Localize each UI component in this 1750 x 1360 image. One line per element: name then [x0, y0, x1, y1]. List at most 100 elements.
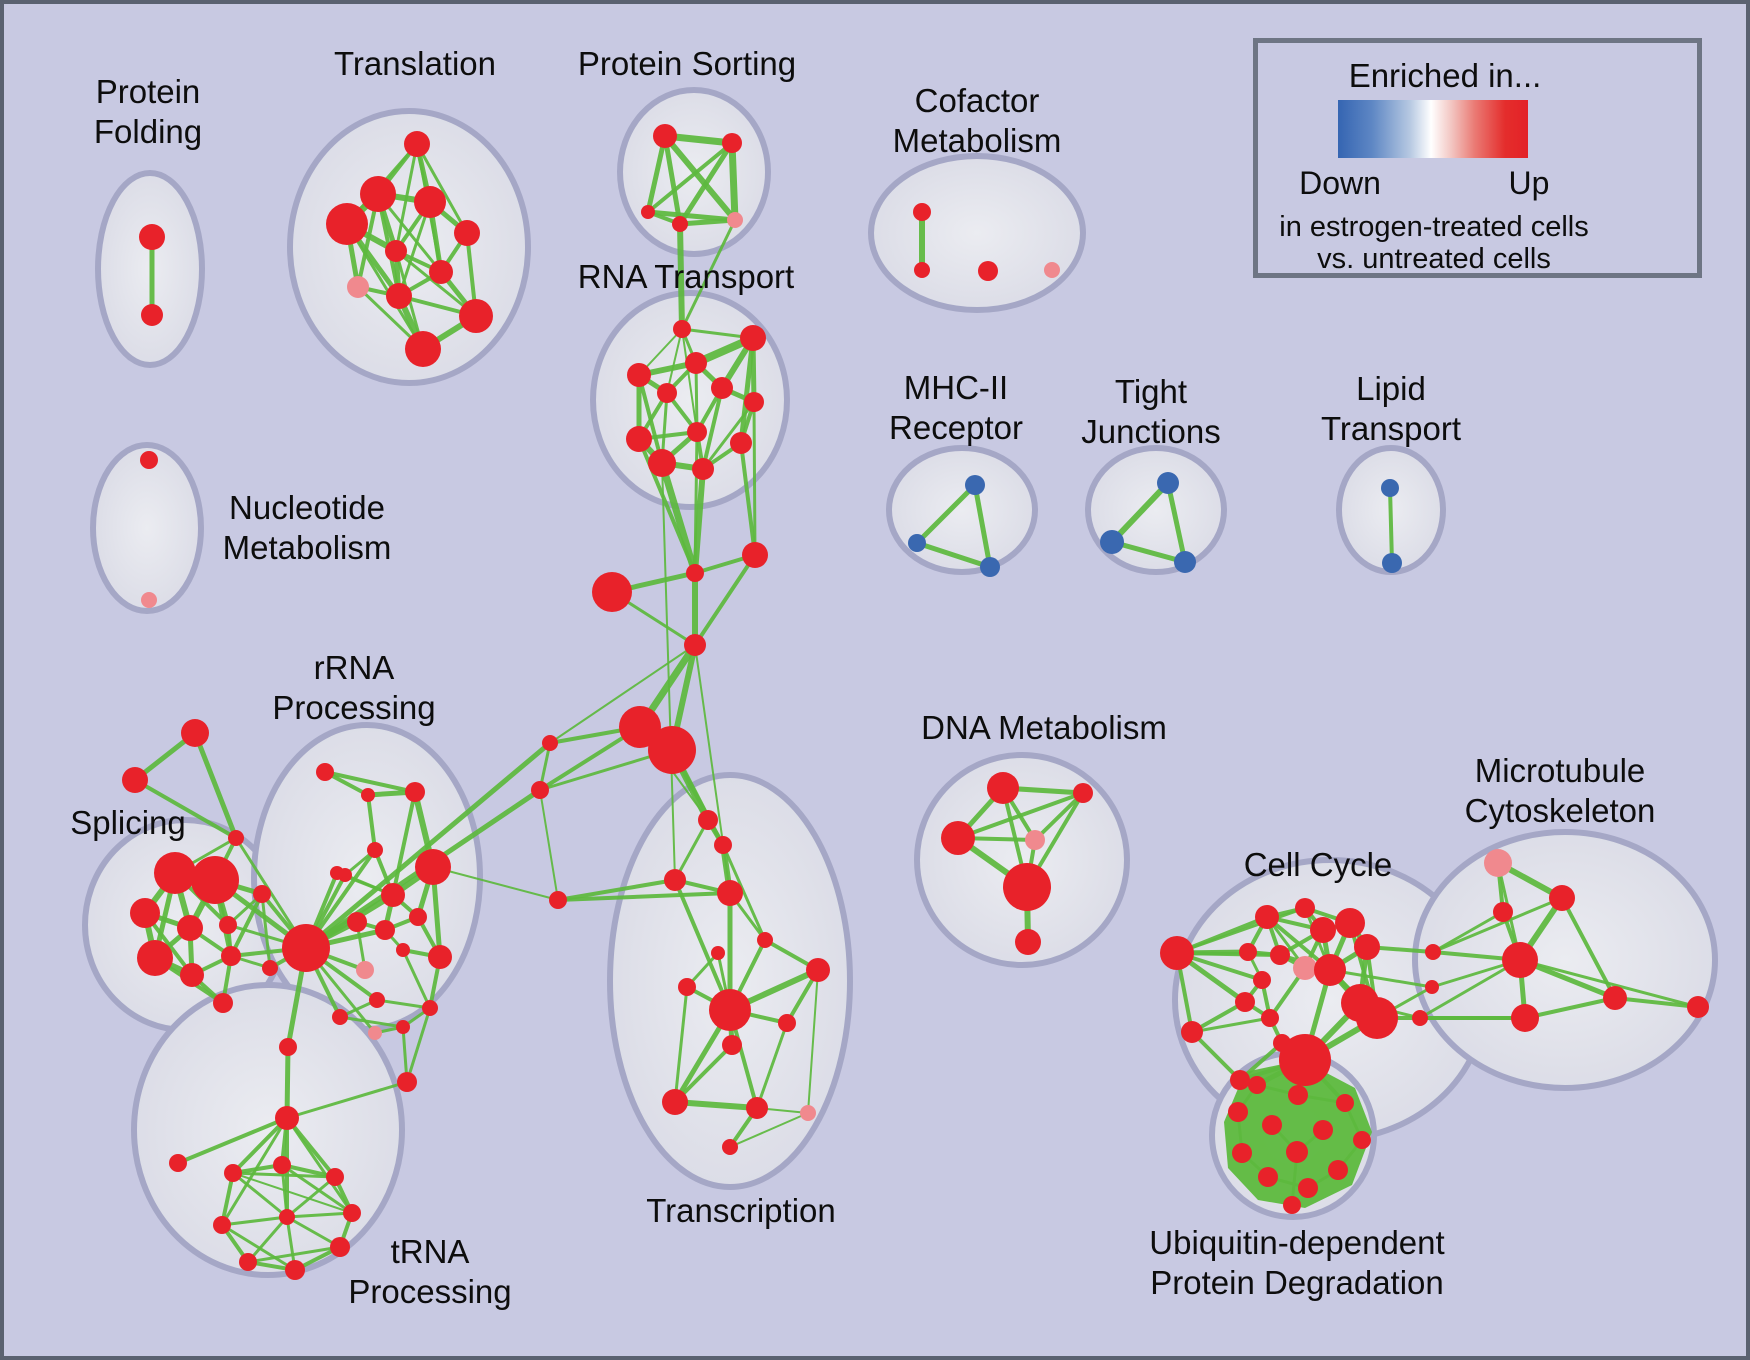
node-tx0	[549, 891, 567, 909]
node-cf3	[978, 261, 998, 281]
cluster-label-ubiquitin-degradation-line1: Ubiquitin-dependent	[1149, 1224, 1444, 1261]
cluster-label-microtubule-cytoskeleton-line2: Cytoskeleton	[1465, 792, 1656, 829]
node-mt6	[1511, 1004, 1539, 1032]
edge-mh2-mh3	[914, 540, 993, 570]
node-sp1	[686, 564, 704, 582]
cluster-label-rna-transport-line1: RNA Transport	[578, 258, 794, 295]
cluster-label-lipid-transport-line1: Lipid	[1356, 370, 1426, 407]
edge-tn1-tn4	[232, 1172, 353, 1214]
node-rr17	[396, 1020, 410, 1034]
edge-rt2-rt12	[738, 335, 756, 446]
cluster-label-rrna-processing-line2: Processing	[272, 689, 435, 726]
node-tn7	[239, 1253, 257, 1271]
edge-dm3-dm4	[1033, 791, 1085, 842]
edge-tn2-tn3	[280, 1163, 337, 1179]
cluster-ellipse-mhc-ii-receptor	[886, 445, 1038, 575]
node-cc7	[1354, 934, 1380, 960]
node-ub8	[1353, 1131, 1371, 1149]
legend-up-label: Up	[1508, 165, 1550, 201]
node-rr9	[375, 920, 395, 940]
edge-rt7-sp2	[752, 400, 757, 557]
node-sl10	[213, 993, 233, 1013]
node-rr16	[332, 1009, 348, 1025]
node-rt4	[685, 352, 707, 374]
node-tx5	[711, 946, 725, 960]
node-slC	[228, 830, 244, 846]
node-rrc2	[397, 1072, 417, 1092]
edge-tn9-tn7	[246, 1215, 289, 1264]
node-sp5	[619, 706, 661, 748]
edge-sl6-sl9	[229, 892, 264, 958]
edge-tn9-tn8	[220, 1215, 289, 1227]
node-sp3	[592, 572, 632, 612]
cluster-label-tight-junctions-line1: Tight	[1115, 373, 1187, 410]
edge-mh1-mh3	[972, 482, 993, 570]
node-cc18	[1279, 1034, 1331, 1086]
node-tl11	[405, 331, 441, 367]
node-sl11	[262, 960, 278, 976]
node-dm6	[1015, 929, 1041, 955]
node-tx4	[717, 880, 743, 906]
node-cc11	[1253, 971, 1271, 989]
node-mt4	[1502, 942, 1538, 978]
node-tj1	[1157, 472, 1179, 494]
edge-tx7-tx14	[807, 969, 819, 1114]
cluster-label-protein-sorting-line1: Protein Sorting	[578, 45, 796, 82]
node-ub12	[1298, 1178, 1318, 1198]
node-sl4	[177, 915, 203, 941]
node-rr15	[422, 1000, 438, 1016]
node-mt1	[1484, 849, 1512, 877]
node-sl6	[253, 885, 271, 903]
edge-tj1-tj3	[1165, 480, 1188, 565]
cluster-label-tight-junctions-line2: Junctions	[1081, 413, 1220, 450]
edge-cc2-cc19	[1190, 1030, 1242, 1082]
node-tl6	[385, 240, 407, 262]
node-sl2	[191, 856, 239, 904]
node-cc5	[1310, 917, 1336, 943]
node-tl5	[454, 220, 480, 246]
edge-tx8-tx12	[673, 985, 689, 1104]
node-rrc1	[279, 1038, 297, 1056]
edge-tx1-tx3	[673, 818, 710, 882]
node-rr1	[316, 763, 334, 781]
edge-ps4-ps5	[677, 217, 738, 227]
node-sl8	[180, 963, 204, 987]
node-sl3	[130, 898, 160, 928]
cluster-label-cell-cycle-line1: Cell Cycle	[1244, 846, 1393, 883]
node-rr3	[405, 782, 425, 802]
edge-tx12-tx13	[672, 1099, 760, 1111]
node-rt1	[673, 320, 691, 338]
node-tx14	[800, 1105, 816, 1121]
edge-tx0-tx3	[556, 878, 677, 902]
edge-rr2-rr4	[366, 793, 377, 852]
node-dm5	[1003, 863, 1051, 911]
node-sl7	[137, 940, 173, 976]
node-tn2	[273, 1156, 291, 1174]
edge-rt1-rt5	[666, 328, 683, 394]
node-rr18	[368, 1026, 382, 1040]
edge-tx10-tx13	[755, 1021, 789, 1110]
node-trc1	[275, 1106, 299, 1130]
edge-rt12-sp2	[739, 441, 757, 557]
node-lt1	[1381, 479, 1399, 497]
edge-ps2-ps5	[728, 139, 739, 224]
node-tl4	[326, 203, 368, 245]
edge-tx11-tx12	[673, 1043, 734, 1104]
node-ub6	[1313, 1120, 1333, 1140]
node-tl1	[404, 131, 430, 157]
edge-cc2-cc16	[1190, 1016, 1272, 1034]
cluster-label-rrna-processing-line1: rRNA	[314, 649, 395, 686]
node-nm1	[140, 451, 158, 469]
node-triso	[169, 1154, 187, 1172]
edge-cb3-mt4	[1418, 958, 1522, 1020]
node-lt2	[1382, 553, 1402, 573]
legend-down-label: Down	[1299, 165, 1381, 201]
edge-mt4-mt7	[1518, 958, 1700, 1009]
node-tj3	[1174, 551, 1196, 573]
node-ps3	[641, 205, 655, 219]
edge-tj1-tj2	[1109, 480, 1171, 545]
edge-rr16-rr17	[338, 1015, 405, 1029]
node-ub5	[1262, 1115, 1282, 1135]
